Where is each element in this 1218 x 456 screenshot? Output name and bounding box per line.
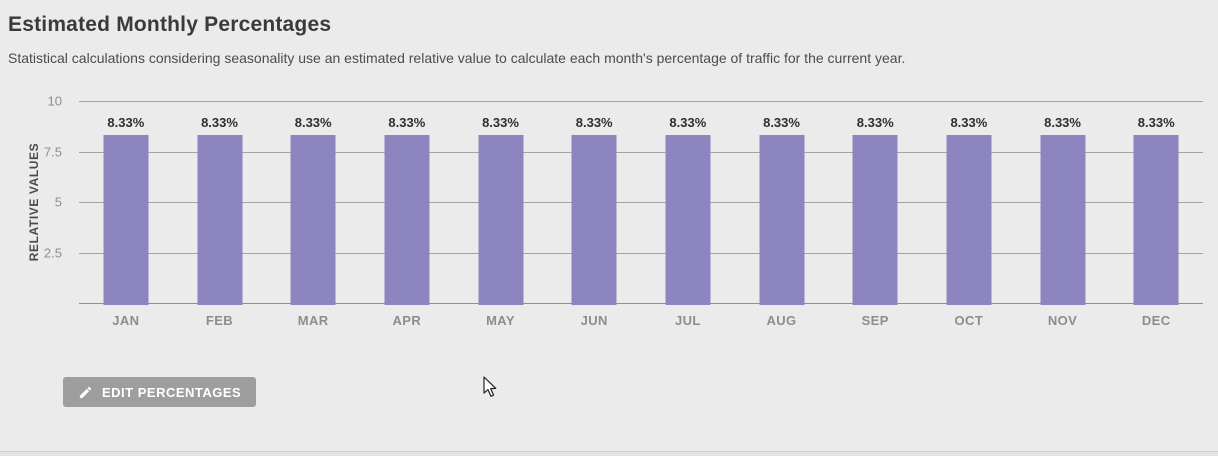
bar <box>197 134 242 305</box>
x-axis-tick-label: AUG <box>766 313 797 328</box>
bar-value-label: 8.33% <box>201 114 238 130</box>
bar-value-label: 8.33% <box>575 114 613 130</box>
bar-column: 8.33% MAR <box>266 101 360 328</box>
y-axis-tick-label: 10 <box>47 93 62 109</box>
bar-column: 8.33% AUG <box>735 101 829 328</box>
bar-column: 8.33% OCT <box>922 101 1016 328</box>
x-axis-tick-label: SEP <box>861 313 889 328</box>
gridline <box>79 252 1203 254</box>
bar-value-label: 8.33% <box>294 114 332 130</box>
bar-value-label: 8.33% <box>1044 114 1081 130</box>
pencil-icon <box>78 385 93 400</box>
x-axis-tick-label: NOV <box>1047 313 1078 328</box>
page-title: Estimated Monthly Percentages <box>8 13 332 36</box>
y-axis-tick-label: 2.5 <box>43 245 62 260</box>
bar <box>946 134 992 305</box>
bar <box>571 134 617 305</box>
y-axis-tick-label: 5 <box>54 194 62 210</box>
edit-percentages-label: EDIT PERCENTAGES <box>102 384 242 400</box>
gridline <box>79 101 1203 102</box>
x-axis-tick-label: APR <box>392 313 422 328</box>
bar-column: 8.33% MAY <box>454 101 548 328</box>
bar-value-label: 8.33% <box>856 114 894 130</box>
bar <box>103 134 149 305</box>
bar-columns: 8.33% JAN 8.33% FEB 8.33% MAR 8.33% APR 8.33% MAY… <box>79 101 1203 328</box>
bar-value-label: 8.33% <box>950 114 988 130</box>
bar-column: 8.33% APR <box>360 101 454 328</box>
gridline <box>79 202 1203 203</box>
bar <box>1040 134 1086 305</box>
mouse-cursor-icon <box>483 376 499 403</box>
bar-column: 8.33% SEP <box>828 101 922 328</box>
bottom-divider <box>0 451 1218 456</box>
page-subtitle: Statistical calculations considering sea… <box>8 50 906 66</box>
bar <box>478 134 524 305</box>
bar-value-label: 8.33% <box>1137 114 1175 130</box>
bar <box>852 134 898 305</box>
bar-column: 8.33% NOV <box>1016 101 1110 328</box>
bar-value-label: 8.33% <box>482 114 519 130</box>
x-axis-line <box>79 303 1203 304</box>
x-axis-tick-label: FEB <box>205 313 234 328</box>
bar-value-label: 8.33% <box>669 114 707 130</box>
bar-column: 8.33% JAN <box>79 101 173 328</box>
bar-column: 8.33% DEC <box>1109 101 1203 328</box>
edit-percentages-button[interactable]: EDIT PERCENTAGES <box>63 377 257 407</box>
bar <box>665 134 711 305</box>
x-axis-tick-label: JUN <box>580 313 608 328</box>
x-axis-tick-label: DEC <box>1141 313 1171 328</box>
bar <box>759 134 805 305</box>
x-axis-tick-label: OCT <box>954 313 984 328</box>
gridline <box>79 151 1203 153</box>
x-axis-tick-label: MAY <box>486 313 515 328</box>
monthly-percentages-chart: RELATIVE VALUES 10 7.5 5 2.5 8.33% JAN 8.33% FE… <box>27 94 1203 328</box>
plot-area: 10 7.5 5 2.5 8.33% JAN 8.33% FEB 8.33% MAR 8.33% AP… <box>44 94 1203 328</box>
x-axis-tick-label: JAN <box>112 313 140 328</box>
bar <box>290 134 336 305</box>
bar <box>1133 134 1179 305</box>
y-axis-tick-label: 7.5 <box>43 144 62 159</box>
bar <box>384 134 430 305</box>
x-axis-tick-label: JUL <box>674 313 701 328</box>
bar-column: 8.33% JUL <box>641 101 735 328</box>
bar-value-label: 8.33% <box>763 114 800 130</box>
bar-column: 8.33% FEB <box>173 101 267 328</box>
bar-value-label: 8.33% <box>388 114 426 130</box>
y-axis-title: RELATIVE VALUES <box>27 142 41 262</box>
bar-column: 8.33% JUN <box>547 101 641 328</box>
bar-value-label: 8.33% <box>107 114 145 130</box>
x-axis-tick-label: MAR <box>297 313 329 328</box>
